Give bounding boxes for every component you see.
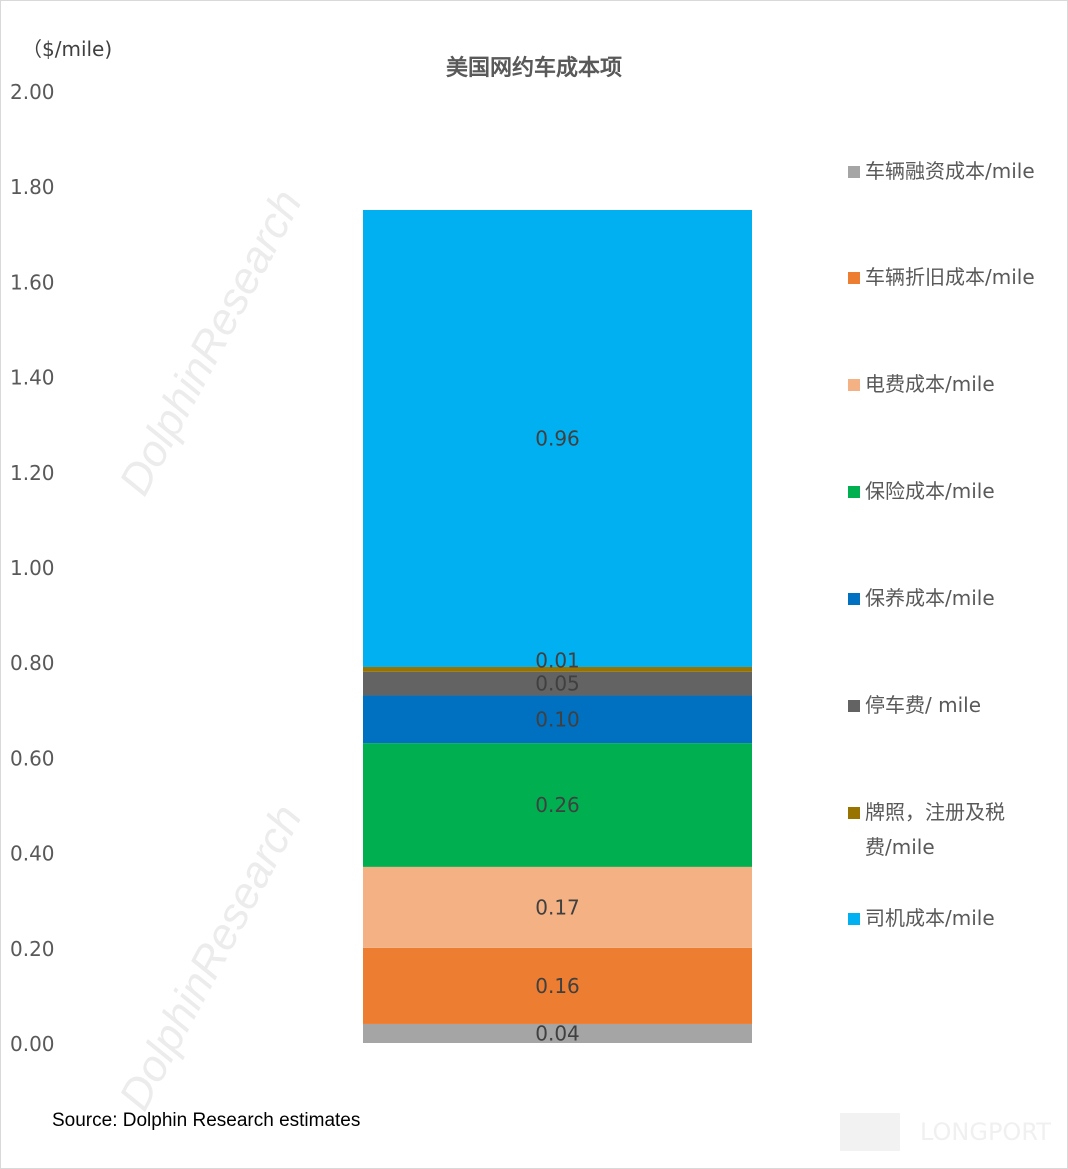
legend-label: 停车费/ mile <box>865 693 981 717</box>
legend-label: 保养成本/mile <box>865 586 995 610</box>
data-label: 0.16 <box>535 974 580 998</box>
y-tick-label: 1.40 <box>10 366 55 390</box>
logo-text: LONGPORT <box>920 1118 1051 1146</box>
legend-item: 车辆折旧成本/mile <box>848 260 1058 295</box>
data-label: 0.17 <box>535 895 580 919</box>
y-tick-label: 0.40 <box>10 842 55 866</box>
legend-item: 停车费/ mile <box>848 688 1058 723</box>
source-note: Source: Dolphin Research estimates <box>52 1110 361 1131</box>
bar-segment <box>363 210 752 667</box>
y-tick-label: 0.00 <box>10 1032 55 1056</box>
data-label: 0.04 <box>535 1021 580 1045</box>
data-label: 0.01 <box>535 649 580 673</box>
legend-item: 司机成本/mile <box>848 901 1058 936</box>
y-tick-label: 0.20 <box>10 937 55 961</box>
y-tick-label: 0.80 <box>10 651 55 675</box>
bar-segment <box>363 743 752 867</box>
legend-swatch <box>848 807 860 819</box>
data-label: 0.96 <box>535 426 580 450</box>
legend-item: 牌照，注册及税费/mile <box>848 795 1058 865</box>
legend-item: 电费成本/mile <box>848 367 1058 402</box>
legend-label: 司机成本/mile <box>865 906 995 930</box>
longport-logo: LONGPORT <box>840 1113 1051 1151</box>
y-axis-unit: （$/mile) <box>22 37 113 61</box>
data-label: 0.05 <box>535 672 580 696</box>
legend-swatch <box>848 700 860 712</box>
y-tick-label: 0.60 <box>10 746 55 770</box>
y-tick-label: 1.60 <box>10 270 55 294</box>
legend-label: 车辆融资成本/mile <box>865 159 1035 183</box>
y-tick-label: 2.00 <box>10 80 55 104</box>
legend-swatch <box>848 272 860 284</box>
bar-segment <box>363 866 752 948</box>
legend-swatch <box>848 486 860 498</box>
y-tick-label: 1.20 <box>10 461 55 485</box>
y-tick-label: 1.00 <box>10 556 55 580</box>
legend-label: 车辆折旧成本/mile <box>865 265 1035 289</box>
y-tick-label: 1.80 <box>10 175 55 199</box>
bar-segment <box>363 671 752 696</box>
legend-swatch <box>848 379 860 391</box>
legend-item: 保养成本/mile <box>848 581 1058 616</box>
bar-segment <box>363 947 752 1024</box>
legend-label: 牌照，注册及税费/mile <box>865 800 1005 859</box>
legend-label: 保险成本/mile <box>865 479 995 503</box>
legend-swatch <box>848 166 860 178</box>
legend-item: 保险成本/mile <box>848 474 1058 509</box>
legend-label: 电费成本/mile <box>865 372 995 396</box>
bar-segment <box>363 666 752 672</box>
data-label: 0.10 <box>535 707 580 731</box>
bar-segment <box>363 1023 752 1043</box>
data-label: 0.26 <box>535 793 580 817</box>
bar-segment <box>363 695 752 744</box>
legend-swatch <box>848 913 860 925</box>
legend-item: 车辆融资成本/mile <box>848 154 1058 189</box>
legend-swatch <box>848 593 860 605</box>
chart-title: 美国网约车成本项 <box>445 56 622 81</box>
